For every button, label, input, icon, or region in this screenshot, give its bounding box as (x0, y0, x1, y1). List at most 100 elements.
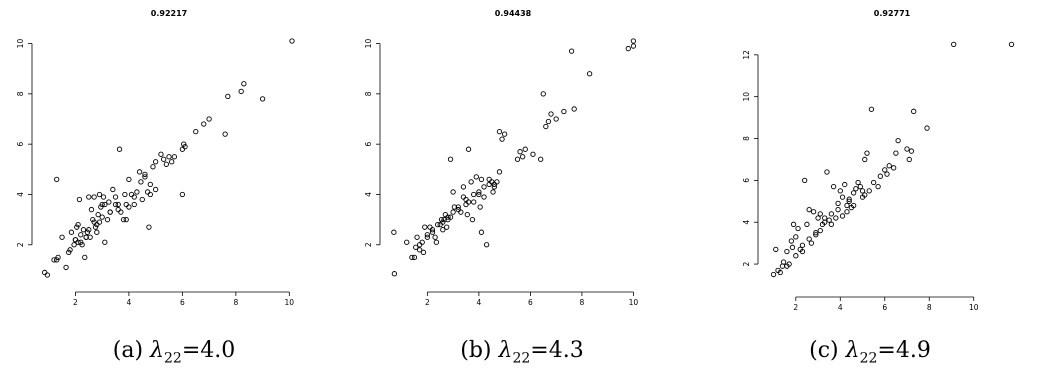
data-point (810, 209, 817, 215)
data-point (489, 179, 495, 185)
x-tick-label: 10 (969, 303, 979, 310)
data-point (471, 191, 477, 198)
data-point (463, 201, 469, 208)
data-point (545, 118, 552, 125)
data-point (147, 181, 153, 188)
data-point (522, 146, 528, 152)
data-point (906, 156, 912, 163)
y-tick-label: 6 (364, 142, 373, 147)
data-point (225, 93, 231, 100)
data-point (95, 211, 101, 218)
data-point (445, 214, 451, 220)
data-point (490, 189, 496, 195)
data-point (571, 106, 577, 112)
data-point (790, 221, 797, 227)
data-point (561, 108, 567, 115)
data-point (586, 71, 593, 77)
data-point (99, 214, 105, 220)
data-point (799, 242, 806, 248)
data-point (951, 41, 957, 48)
data-point (147, 191, 153, 198)
data-point (78, 232, 84, 238)
data-point (793, 234, 799, 240)
data-point (163, 161, 169, 167)
data-point (432, 234, 438, 240)
data-point (824, 169, 830, 175)
data-point (440, 227, 446, 233)
data-point (115, 206, 121, 213)
data-point (471, 199, 477, 205)
data-point (857, 184, 863, 190)
y-tick-label: 2 (364, 242, 373, 247)
data-point (893, 150, 899, 156)
y-tick-label: 4 (364, 192, 373, 197)
x-tick-label: 4 (838, 303, 843, 310)
data-point (826, 217, 832, 223)
data-point (817, 211, 823, 217)
data-point (866, 188, 872, 194)
data-point (181, 141, 187, 147)
y-tick-label: 4 (16, 192, 25, 197)
data-point (630, 38, 637, 44)
data-point (846, 196, 852, 202)
data-point (112, 194, 119, 200)
data-point (447, 214, 454, 220)
data-point (884, 171, 890, 177)
data-point (822, 219, 828, 225)
data-point (54, 176, 60, 183)
data-point (478, 229, 485, 235)
data-point (784, 263, 790, 269)
data-point (80, 227, 87, 233)
data-point (481, 194, 487, 200)
caption-value: =4.0 (181, 338, 236, 363)
data-point (201, 121, 207, 127)
data-point (871, 179, 877, 186)
data-point (118, 209, 124, 215)
data-point (152, 159, 159, 165)
data-point (136, 169, 143, 175)
data-point (494, 179, 500, 185)
data-point (499, 136, 505, 142)
y-tick-label: 10 (16, 39, 25, 49)
data-point (169, 159, 175, 165)
data-point (142, 171, 148, 178)
x-tick-label: 2 (793, 303, 798, 310)
data-point (625, 45, 631, 52)
data-point (193, 128, 199, 135)
data-point (875, 184, 881, 190)
data-point (131, 201, 137, 208)
x-tick-label: 10 (629, 298, 639, 307)
data-point (886, 163, 892, 169)
data-point (486, 176, 492, 183)
data-point (795, 225, 801, 232)
data-point (158, 151, 164, 157)
data-point (179, 146, 186, 152)
data-point (92, 224, 99, 230)
data-point (828, 211, 835, 217)
data-point (72, 237, 79, 243)
data-point (126, 176, 132, 183)
y-tick-label: 2 (742, 261, 751, 266)
data-point (473, 174, 479, 180)
data-point (427, 224, 433, 230)
data-point (91, 194, 97, 200)
caption-symbol: λ (845, 338, 860, 363)
data-point (846, 198, 852, 204)
caption-value: =4.9 (877, 338, 931, 363)
data-point (131, 194, 137, 200)
data-point (86, 194, 92, 200)
data-point (128, 191, 135, 198)
data-point (924, 125, 930, 131)
data-point (463, 196, 469, 203)
data-point (116, 146, 123, 152)
data-point (837, 188, 843, 194)
caption: (a) λ22=4.0 (0, 338, 348, 366)
caption-subscript: 22 (164, 350, 182, 367)
data-point (460, 184, 467, 190)
data-point (100, 194, 107, 200)
y-tick-label: 8 (364, 91, 373, 96)
data-point (455, 206, 461, 213)
data-point (882, 167, 888, 173)
x-tick-label: 8 (927, 303, 932, 310)
data-point (540, 91, 546, 97)
